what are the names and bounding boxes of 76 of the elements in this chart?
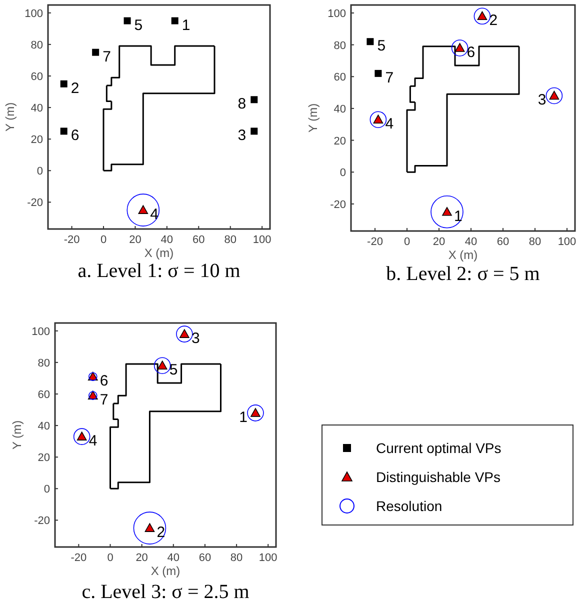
x-axis-title: X (m)	[448, 248, 478, 262]
x-tick-label: 40	[167, 552, 180, 564]
annotation: 7	[385, 69, 394, 86]
x-tick-label: 100	[558, 236, 576, 248]
x-tick-label: 100	[258, 552, 278, 564]
y-tick-label: 60	[334, 72, 346, 84]
x-tick-label: 0	[107, 552, 114, 564]
y-tick-label: 60	[30, 70, 43, 83]
y-tick-label: 100	[24, 8, 43, 20]
x-tick-label: 20	[432, 236, 446, 248]
x-tick-label: 60	[198, 552, 212, 564]
x-tick-label: 60	[496, 236, 510, 248]
y-tick-label: 40	[38, 420, 50, 433]
annotation: 3	[191, 330, 200, 348]
x-tick-label: 40	[464, 236, 478, 248]
text: c. Level 3: σ = 2.5 m	[82, 581, 250, 603]
text: a. Level 1: σ = 10 m	[78, 260, 241, 282]
annotation: 7	[102, 48, 111, 66]
annotation: 8	[238, 96, 246, 113]
x-axis-title: X (m)	[150, 564, 180, 578]
y-tick-label: 0	[340, 167, 346, 180]
y-tick-label: 80	[334, 40, 346, 52]
x-tick-label: -20	[70, 552, 87, 564]
annotation: 6	[466, 44, 476, 61]
x-tick-label: 80	[230, 552, 243, 564]
y-tick-label: 80	[38, 357, 50, 370]
y-tick-label: -20	[330, 198, 346, 211]
y-tick-label: 40	[30, 102, 43, 115]
y-tick-label: -20	[34, 515, 50, 528]
annotation: 5	[169, 362, 178, 379]
annotation: 1	[239, 408, 248, 426]
legend-label: Current optimal VPs	[376, 440, 502, 456]
x-axis-title: X (m)	[144, 246, 174, 260]
x-tick-label: 20	[136, 552, 148, 564]
legend-label: Distinguishable VPs	[376, 469, 501, 485]
annotation: 2	[489, 12, 498, 30]
y-tick-label: 100	[32, 326, 50, 338]
annotation: 4	[150, 206, 158, 224]
y-tick-label: 20	[30, 134, 43, 146]
y-axis-title: Y (m)	[306, 103, 320, 133]
annotation: 2	[70, 80, 80, 97]
y-tick-label: -20	[27, 197, 43, 210]
x-tick-label: 80	[224, 234, 236, 246]
annotation: 4	[88, 432, 98, 450]
y-axis-title: Y (m)	[3, 102, 17, 132]
y-tick-label: 20	[38, 452, 50, 464]
x-tick-label: -20	[64, 234, 80, 246]
x-tick-label: 100	[252, 234, 272, 246]
y-tick-label: 100	[328, 8, 346, 20]
x-tick-label: 0	[404, 236, 410, 248]
annotation: 1	[182, 16, 190, 34]
text: b. Level 2: σ = 5 m	[386, 263, 540, 285]
annotation: 5	[377, 38, 386, 55]
y-tick-label: 40	[334, 103, 346, 116]
y-tick-label: 20	[334, 135, 346, 148]
x-tick-label: 40	[160, 234, 174, 246]
x-tick-label: 0	[100, 234, 107, 246]
y-tick-label: 80	[30, 39, 43, 52]
annotation: 3	[238, 127, 246, 144]
x-tick-label: 60	[192, 234, 205, 246]
y-tick-label: 60	[38, 388, 50, 401]
x-tick-label: -20	[367, 236, 383, 248]
x-tick-label: 80	[528, 236, 542, 248]
annotation: 3	[538, 92, 546, 109]
y-tick-label: 0	[36, 166, 43, 178]
annotation: 7	[100, 392, 108, 409]
annotation: 1	[454, 208, 462, 225]
legend-label: Resolution	[376, 498, 442, 514]
annotation: 6	[70, 127, 80, 144]
annotation: 4	[385, 116, 394, 133]
y-tick-label: 0	[44, 484, 50, 496]
x-tick-label: 20	[129, 234, 142, 246]
annotation: 5	[134, 16, 143, 34]
y-axis-title: Y (m)	[10, 420, 24, 450]
annotation: 2	[156, 524, 166, 542]
annotation: 6	[100, 372, 108, 390]
